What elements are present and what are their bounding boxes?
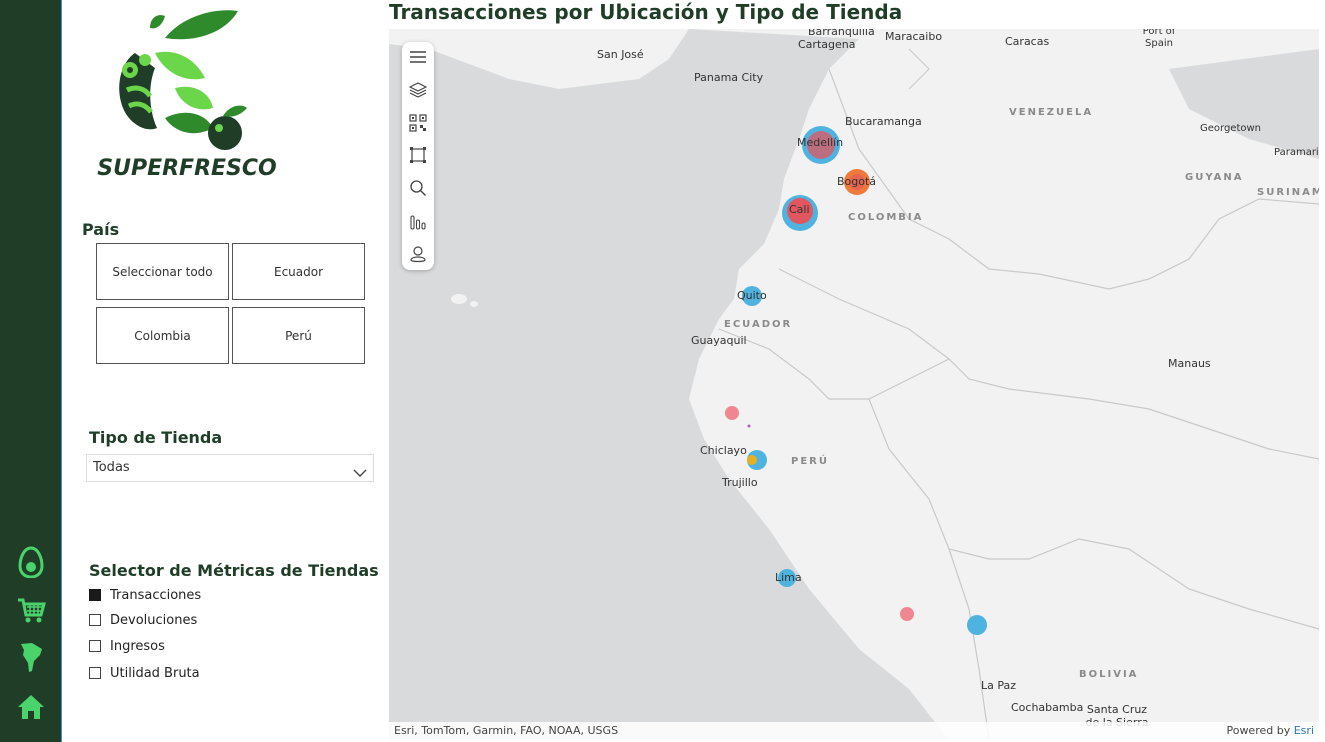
country-label-ecuador: ECUADOR	[724, 319, 793, 330]
metric-option-devoluciones[interactable]: Devoluciones	[89, 611, 197, 629]
superfresco-logo: SUPERFRESCO	[95, 8, 280, 183]
esri-link[interactable]: Esri	[1293, 724, 1314, 737]
city-label-paramaribo: Paramaribo	[1274, 147, 1319, 158]
map-canvas[interactable]: Barranquilla Cartagena Maracaibo Caracas…	[389, 29, 1319, 740]
city-label-chiclayo: Chiclayo	[700, 444, 747, 457]
store-type-value: Todas	[93, 460, 130, 475]
attribution-text: Esri, TomTom, Garmin, FAO, NOAA, USGS	[394, 724, 619, 737]
menu-icon[interactable]	[408, 47, 428, 67]
layers-icon[interactable]	[408, 80, 428, 100]
powered-by-text: Powered by	[1226, 724, 1291, 737]
country-tile-ecuador[interactable]: Ecuador	[232, 243, 365, 300]
checkbox[interactable]	[89, 667, 101, 679]
map-attribution: Esri, TomTom, Garmin, FAO, NOAA, USGS Po…	[389, 722, 1319, 740]
map-icon[interactable]	[14, 640, 48, 674]
chevron-down-icon	[353, 462, 367, 488]
metric-label: Ingresos	[110, 638, 165, 654]
city-label-lima: Lima	[775, 571, 802, 584]
country-label-venezuela: VENEZUELA	[1009, 107, 1094, 118]
metric-label: Devoluciones	[110, 612, 198, 628]
metric-option-ingresos[interactable]: Ingresos	[89, 637, 165, 655]
country-tile-peru[interactable]: Perú	[232, 307, 365, 364]
city-label-guayaquil: Guayaquil	[691, 334, 747, 347]
checkbox[interactable]	[89, 614, 101, 626]
nav-edge	[61, 0, 62, 742]
country-label-peru: PERÚ	[791, 456, 829, 467]
city-label-medellin: Medellín	[797, 136, 844, 149]
metric-label: Transacciones	[110, 587, 202, 603]
city-label-la-paz: La Paz	[981, 679, 1017, 692]
city-label-barranquilla: Barranquilla	[808, 29, 875, 38]
country-tile-colombia[interactable]: Colombia	[96, 307, 229, 364]
country-label-colombia: COLOMBIA	[848, 212, 924, 223]
store-type-title: Tipo de Tienda	[89, 428, 223, 447]
metric-option-transacciones[interactable]: Transacciones	[89, 586, 201, 604]
country-filter-title: País	[82, 220, 120, 239]
city-label-cochabamba: Cochabamba	[1011, 701, 1084, 714]
cart-icon[interactable]	[14, 593, 48, 627]
powered-by: Powered by Esri	[1226, 722, 1314, 740]
home-icon[interactable]	[14, 690, 48, 724]
city-label-san-jose: San José	[597, 48, 644, 61]
city-label-cali: Cali	[789, 203, 810, 216]
select-area-icon[interactable]	[408, 145, 428, 165]
city-label-bucaramanga: Bucaramanga	[845, 115, 922, 128]
brand-name: SUPERFRESCO	[97, 156, 277, 181]
city-label-caracas: Caracas	[1005, 35, 1050, 48]
city-label-port-of-spain: Port of Spain	[1142, 29, 1176, 49]
checkbox-checked[interactable]	[89, 589, 101, 601]
country-label-guyana: GUYANA	[1185, 172, 1244, 183]
city-label-panama-city: Panama City	[694, 71, 764, 84]
country-tile-select-all[interactable]: Seleccionar todo	[96, 243, 229, 300]
city-label-manaus: Manaus	[1168, 357, 1211, 370]
map-title: Transacciones por Ubicación y Tipo de Ti…	[389, 0, 903, 24]
city-label-cartagena: Cartagena	[798, 38, 856, 51]
city-label-bogota: Bogotá	[837, 175, 877, 188]
search-icon[interactable]	[408, 178, 428, 198]
store-type-dropdown[interactable]: Todas	[86, 454, 374, 482]
infographic-icon[interactable]	[408, 212, 428, 232]
reference-layer-icon[interactable]	[408, 244, 428, 264]
city-label-georgetown: Georgetown	[1200, 123, 1262, 134]
metrics-title: Selector de Métricas de Tiendas	[89, 561, 379, 580]
metric-label: Utilidad Bruta	[110, 665, 200, 681]
city-label-trujillo: Trujillo	[722, 476, 758, 489]
map-basemap	[389, 29, 1319, 740]
city-label-quito: Quito	[737, 289, 767, 302]
qr-code-icon[interactable]	[408, 113, 428, 133]
avocado-icon[interactable]	[14, 545, 48, 579]
map-toolbar	[402, 42, 434, 270]
left-nav	[0, 0, 62, 742]
country-label-bolivia: BOLIVIA	[1079, 669, 1139, 680]
city-label-maracaibo: Maracaibo	[885, 30, 943, 43]
checkbox[interactable]	[89, 640, 101, 652]
metric-option-utilidad-bruta[interactable]: Utilidad Bruta	[89, 664, 200, 682]
